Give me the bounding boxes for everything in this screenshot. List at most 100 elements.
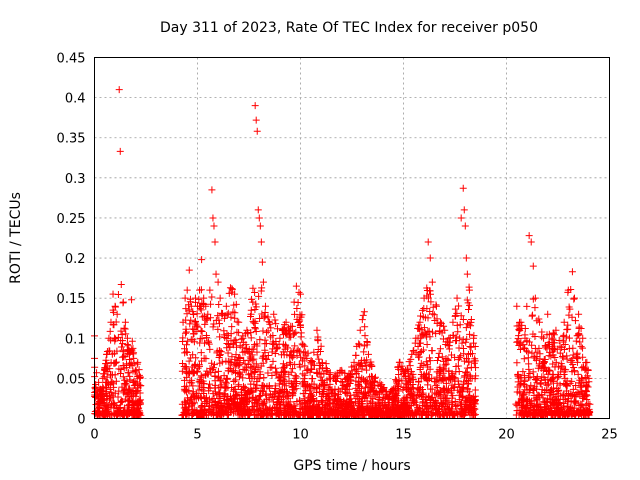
data-point <box>322 410 330 418</box>
x-tick-label: 10 <box>292 428 309 443</box>
data-point <box>216 409 224 417</box>
data-point <box>516 345 524 353</box>
data-point <box>405 377 413 385</box>
data-point <box>301 402 309 410</box>
x-tick-label: 0 <box>90 428 98 443</box>
data-point <box>203 315 211 323</box>
data-point <box>247 363 255 371</box>
data-point <box>103 392 111 400</box>
data-point <box>244 330 252 338</box>
data-point <box>517 339 525 347</box>
data-point <box>453 294 461 302</box>
data-point <box>218 358 226 366</box>
data-point <box>204 337 212 345</box>
data-point <box>208 359 216 367</box>
data-point <box>403 384 411 392</box>
data-point <box>573 349 581 357</box>
data-point <box>106 327 114 335</box>
data-point <box>258 310 266 318</box>
data-point <box>207 300 215 308</box>
data-point <box>192 320 200 328</box>
data-point <box>250 380 258 388</box>
data-point <box>202 332 210 340</box>
data-point <box>398 377 406 385</box>
data-point <box>450 384 458 392</box>
data-point <box>416 363 424 371</box>
data-point <box>181 294 189 302</box>
data-point <box>430 311 438 319</box>
data-point <box>243 389 251 397</box>
data-point <box>377 382 385 390</box>
data-point <box>546 366 554 374</box>
data-point <box>103 406 111 414</box>
data-point <box>252 360 260 368</box>
data-point <box>424 381 432 389</box>
data-point <box>569 360 577 368</box>
data-point <box>116 369 124 377</box>
data-point <box>458 386 466 394</box>
data-point <box>454 328 462 336</box>
data-point <box>337 395 345 403</box>
data-point <box>261 340 269 348</box>
data-point <box>319 398 327 406</box>
data-point <box>315 355 323 363</box>
data-point <box>260 374 268 382</box>
data-point <box>352 351 360 359</box>
data-point <box>301 390 309 398</box>
data-point <box>126 393 134 401</box>
data-point <box>253 384 261 392</box>
data-point <box>223 335 231 343</box>
data-point <box>569 385 577 393</box>
data-point <box>464 350 472 358</box>
data-point <box>193 368 201 376</box>
data-point <box>416 385 424 393</box>
data-point <box>428 374 436 382</box>
data-point <box>119 406 127 414</box>
data-point <box>557 392 565 400</box>
data-point <box>463 335 471 343</box>
data-point <box>306 405 314 413</box>
data-point <box>578 375 586 383</box>
data-point <box>227 313 235 321</box>
data-point <box>533 395 541 403</box>
data-point <box>459 384 467 392</box>
data-point <box>543 398 551 406</box>
data-point <box>218 310 226 318</box>
data-point <box>179 359 187 367</box>
data-point <box>308 366 316 374</box>
data-point <box>192 354 200 362</box>
data-point <box>205 387 213 395</box>
data-point <box>290 352 298 360</box>
data-point <box>92 383 100 391</box>
data-point <box>570 294 578 302</box>
data-point <box>559 411 567 419</box>
data-point <box>513 402 521 410</box>
data-point <box>115 387 123 395</box>
data-point <box>471 411 479 419</box>
data-point <box>188 409 196 417</box>
data-point <box>290 386 298 394</box>
data-point <box>271 403 279 411</box>
data-point <box>104 410 112 418</box>
data-point <box>278 380 286 388</box>
data-point <box>128 398 136 406</box>
data-point <box>425 354 433 362</box>
data-point <box>552 395 560 403</box>
data-point <box>228 368 236 376</box>
data-point <box>441 361 449 369</box>
data-point <box>260 383 268 391</box>
data-point <box>198 357 206 365</box>
data-point <box>461 222 469 230</box>
data-point <box>235 318 243 326</box>
data-point <box>133 380 141 388</box>
data-point <box>359 311 367 319</box>
data-point <box>215 300 223 308</box>
data-point <box>448 369 456 377</box>
data-point <box>291 374 299 382</box>
data-point <box>537 380 545 388</box>
data-point <box>425 327 433 335</box>
y-axis-title: ROTI / TECUs <box>8 192 24 284</box>
data-point <box>122 385 130 393</box>
data-point <box>389 400 397 408</box>
data-point <box>253 127 261 135</box>
